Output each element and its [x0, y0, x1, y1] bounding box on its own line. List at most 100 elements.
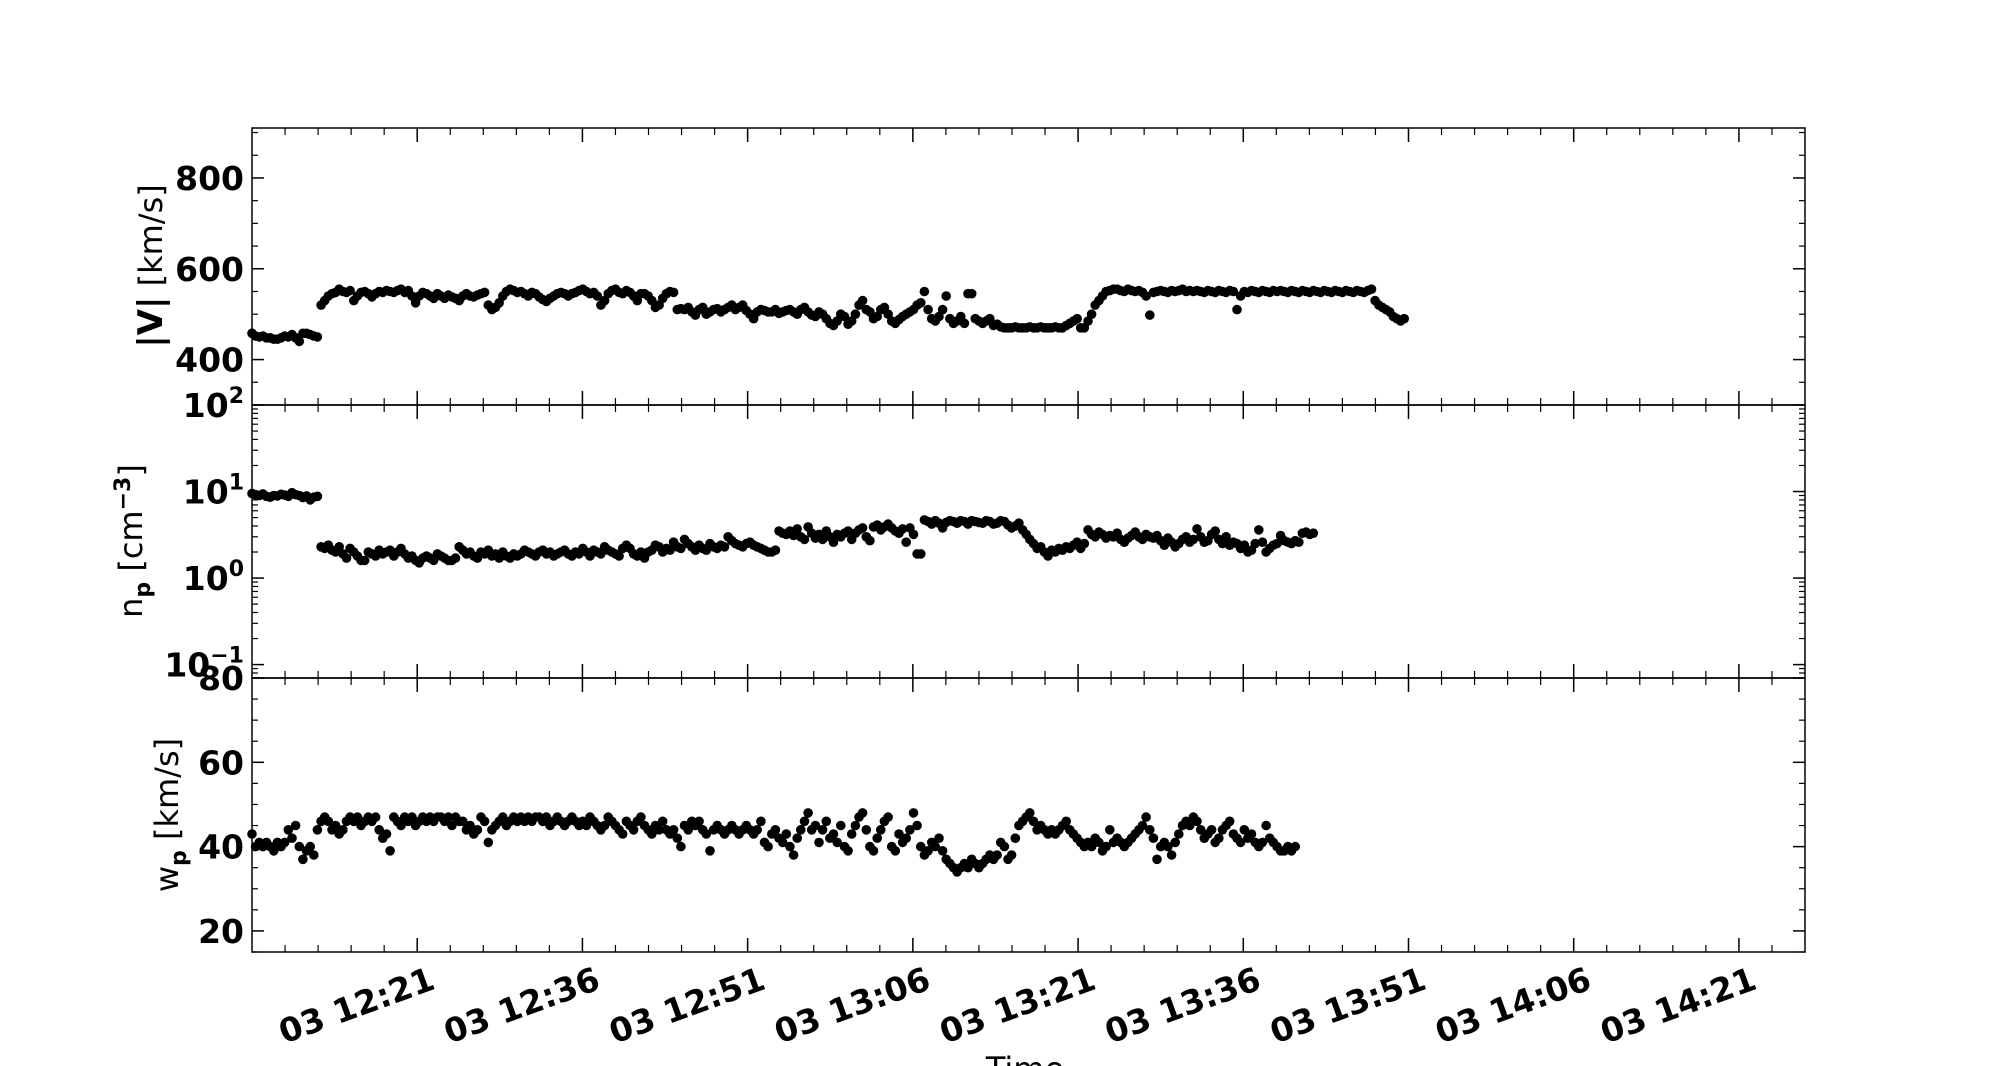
data-point — [868, 846, 879, 856]
data-point — [269, 846, 279, 856]
data-point — [1148, 833, 1159, 843]
data-point — [247, 829, 257, 839]
data-point — [617, 829, 628, 839]
data-point — [799, 816, 810, 827]
data-point — [283, 825, 294, 835]
data-point — [1137, 820, 1148, 831]
data-point — [966, 288, 977, 299]
data-point — [1184, 820, 1195, 831]
data-point — [1214, 833, 1224, 843]
data-point — [846, 829, 857, 839]
data-point — [1210, 526, 1220, 536]
density-points — [247, 487, 1319, 568]
data-point — [479, 816, 490, 827]
thermal-speed-points — [247, 808, 1300, 877]
data-point — [817, 534, 828, 545]
data-point — [850, 309, 861, 320]
data-point — [345, 285, 355, 296]
data-point — [1192, 816, 1202, 827]
data-point — [628, 825, 639, 835]
data-point — [908, 808, 919, 818]
data-point — [890, 846, 901, 856]
data-point — [279, 837, 290, 848]
data-point — [338, 825, 348, 835]
data-point — [654, 825, 664, 835]
data-point — [937, 846, 948, 856]
data-point — [883, 812, 893, 822]
data-point — [1399, 313, 1409, 324]
data-point — [1206, 825, 1217, 835]
data-point — [959, 318, 970, 329]
data-point — [792, 833, 802, 843]
data-point — [359, 555, 370, 566]
data-point — [374, 825, 385, 835]
data-point — [1221, 532, 1231, 542]
data-point — [334, 542, 345, 552]
data-point — [814, 837, 824, 848]
data-point — [1079, 538, 1090, 549]
thermal-speed-y-ticks: 20 40 60 80 — [198, 659, 1805, 953]
data-point — [676, 543, 686, 554]
data-point — [916, 841, 926, 852]
y-tick-label: 60 — [198, 743, 244, 782]
data-point — [923, 846, 933, 856]
data-point — [919, 286, 930, 297]
data-point — [1094, 837, 1104, 848]
data-point — [1145, 825, 1155, 835]
data-point — [1257, 837, 1268, 848]
data-point — [465, 820, 475, 831]
data-point — [1025, 808, 1035, 818]
data-point — [832, 837, 842, 848]
data-point — [1235, 837, 1246, 848]
data-point — [1163, 841, 1173, 852]
data-point — [443, 812, 454, 822]
data-point — [817, 825, 828, 835]
data-point — [788, 850, 799, 860]
data-point — [1006, 850, 1017, 860]
data-point — [930, 841, 941, 852]
data-point — [1141, 812, 1151, 822]
data-point — [857, 808, 868, 818]
data-point — [828, 537, 839, 547]
data-point — [323, 816, 334, 827]
data-point — [614, 551, 624, 561]
data-point — [1250, 538, 1260, 549]
data-point — [1232, 304, 1242, 315]
data-point — [1308, 528, 1319, 538]
y-tick-label: 600 — [175, 250, 244, 289]
y-tick-label: 101 — [183, 471, 244, 512]
y-tick-label: 400 — [175, 341, 244, 380]
thermal-speed-plot-frame — [251, 677, 1806, 953]
data-point — [668, 287, 679, 298]
data-point — [290, 820, 301, 831]
data-point — [861, 825, 872, 835]
data-point — [905, 825, 915, 835]
data-point — [857, 523, 868, 533]
data-point — [298, 854, 308, 865]
data-point — [1152, 854, 1162, 865]
data-point — [850, 820, 861, 831]
data-point — [781, 829, 792, 839]
data-point — [872, 833, 882, 843]
data-point — [1228, 286, 1239, 297]
velocity-y-ticks: 400 600 800 — [175, 131, 1805, 406]
data-point — [701, 829, 712, 839]
data-point — [963, 862, 973, 873]
data-point — [763, 841, 773, 852]
data-point — [937, 304, 948, 315]
data-point — [810, 820, 821, 831]
density-x-ticks — [284, 405, 1773, 678]
data-point — [1261, 820, 1271, 831]
data-point — [792, 524, 802, 534]
data-point — [1188, 534, 1199, 545]
data-point — [1010, 833, 1021, 843]
data-point — [341, 553, 352, 563]
y-tick-label: 800 — [175, 159, 244, 198]
data-point — [836, 820, 846, 831]
data-point — [857, 295, 868, 306]
data-point — [1246, 829, 1257, 839]
y-tick-label: 102 — [183, 384, 244, 425]
data-point — [1072, 313, 1082, 324]
data-point — [705, 846, 715, 856]
y-tick-label: 100 — [183, 557, 244, 598]
